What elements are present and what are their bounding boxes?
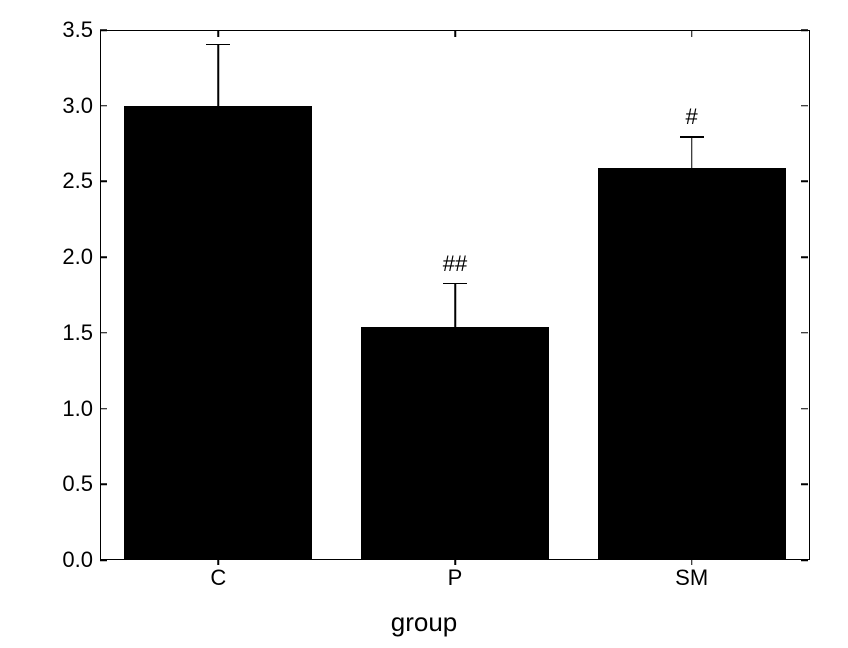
y-tick-mark xyxy=(100,484,107,486)
y-tick-mark-right xyxy=(801,332,808,334)
x-tick-mark-top xyxy=(218,30,220,37)
y-tick-mark xyxy=(100,256,107,258)
y-tick-mark xyxy=(100,29,107,31)
bar xyxy=(124,106,312,560)
error-bar-cap xyxy=(443,283,467,285)
y-tick-label: 2.5 xyxy=(62,168,93,194)
y-tick-label: 1.0 xyxy=(62,396,93,422)
bar xyxy=(361,327,549,560)
y-tick-mark xyxy=(100,105,107,107)
y-tick-label: 3.5 xyxy=(62,17,93,43)
y-tick-mark xyxy=(100,559,107,561)
y-tick-mark-right xyxy=(801,181,808,183)
y-tick-label: 2.0 xyxy=(62,244,93,270)
y-tick-mark-right xyxy=(801,408,808,410)
error-bar-cap xyxy=(206,44,230,46)
x-tick-mark-top xyxy=(691,30,693,37)
x-tick-label: SM xyxy=(675,565,708,591)
y-tick-mark xyxy=(100,181,107,183)
error-bar-cap xyxy=(680,136,704,138)
error-bar-stem xyxy=(691,136,693,168)
y-tick-mark-right xyxy=(801,105,808,107)
y-tick-mark-right xyxy=(801,29,808,31)
y-tick-label: 0.0 xyxy=(62,547,93,573)
chart-container: Step down the platform(Time) group 0.00.… xyxy=(0,0,848,648)
y-tick-mark xyxy=(100,332,107,334)
error-bar-stem xyxy=(218,44,220,106)
significance-annotation: ## xyxy=(443,251,467,277)
y-tick-mark-right xyxy=(801,256,808,258)
y-tick-label: 1.5 xyxy=(62,320,93,346)
y-tick-mark-right xyxy=(801,484,808,486)
x-tick-mark-top xyxy=(454,30,456,37)
significance-annotation: # xyxy=(686,104,698,130)
y-tick-mark xyxy=(100,408,107,410)
x-tick-label: C xyxy=(210,565,226,591)
x-axis-label: group xyxy=(391,607,458,638)
y-tick-label: 0.5 xyxy=(62,471,93,497)
y-tick-label: 3.0 xyxy=(62,93,93,119)
x-tick-label: P xyxy=(448,565,463,591)
y-tick-mark-right xyxy=(801,559,808,561)
error-bar-stem xyxy=(454,283,456,327)
bar xyxy=(598,168,786,560)
